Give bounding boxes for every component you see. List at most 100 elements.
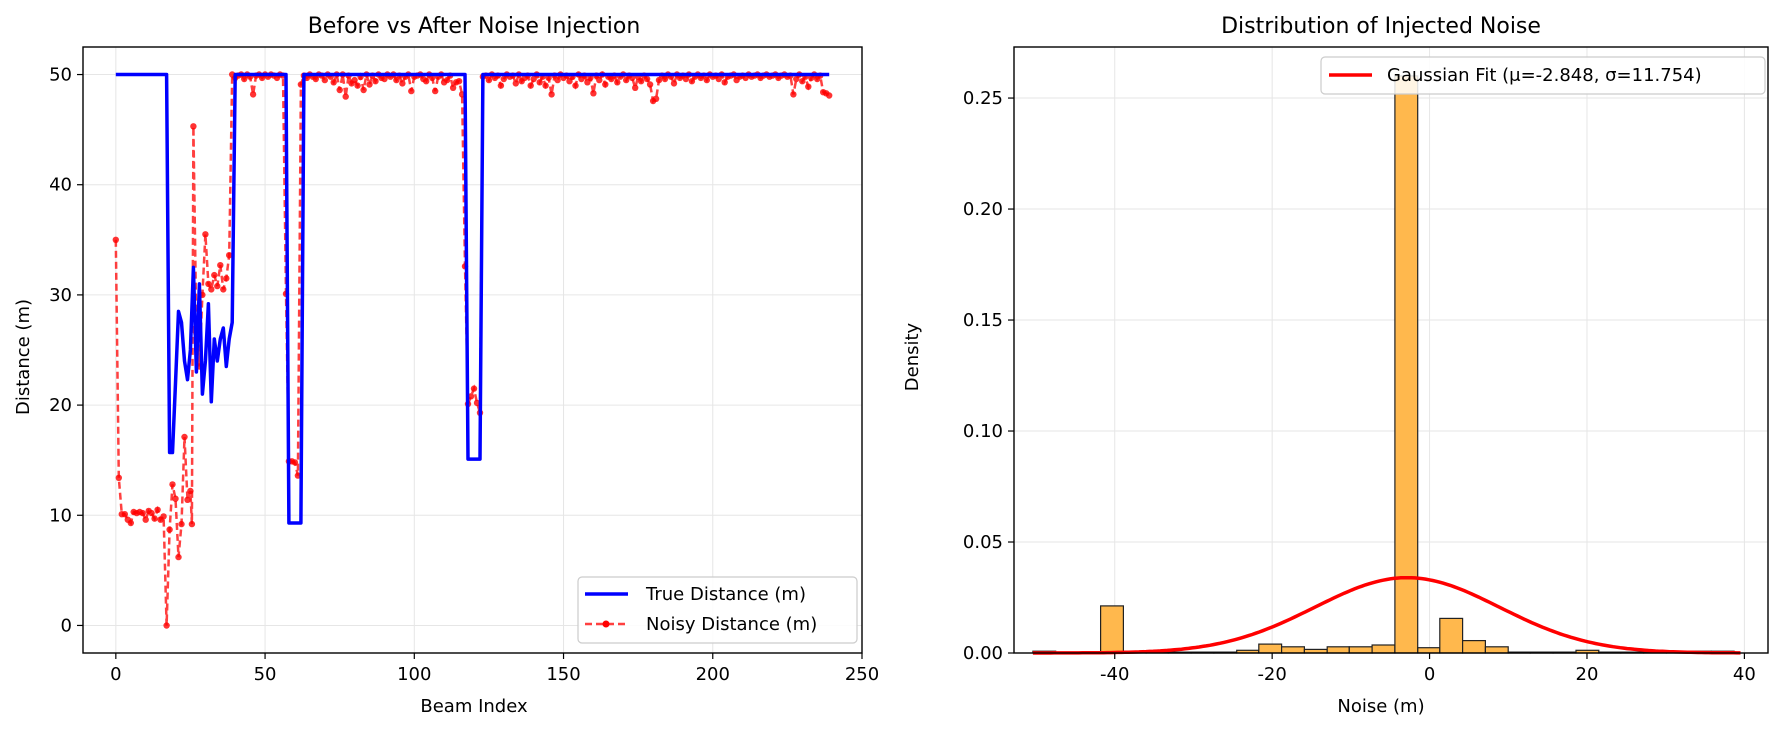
noisy-distance-point [721,79,728,86]
noisy-distance-point [572,82,579,89]
noisy-distance-point [188,520,196,528]
noisy-distance-point [354,82,361,89]
y-tick-label: 0.00 [963,643,1003,664]
noisy-distance-point [629,74,636,82]
y-tick-label: 10 [49,505,72,526]
legend-box [577,576,858,644]
histogram-bar [1439,617,1464,654]
noisy-distance-point [500,75,507,83]
noisy-distance-point [169,481,176,488]
noisy-distance-point [596,76,603,84]
noisy-distance-point [160,513,167,520]
noisy-distance-point [178,520,185,528]
noisy-distance-point [249,91,257,98]
noisy-distance-point [554,76,561,84]
x-tick-label: 40 [1733,664,1756,685]
noisy-distance-point [115,474,123,481]
noisy-distance-point [408,87,415,95]
noisy-distance-point [205,280,212,288]
noisy-distance-point [587,74,594,82]
noisy-distance-point [566,78,573,85]
noisy-distance-point [211,271,218,279]
noisy-distance-point [682,75,690,83]
histogram-ticks: -40 -20 0 20 40 0.00 0.05 0.10 0.15 0.20 0.25 [963,88,1756,685]
histogram-panel: -40 -20 0 20 40 0.00 0.05 0.10 0.15 0.20 0.25 Dist… [902,14,1769,717]
noisy-distance-point [366,81,373,88]
noisy-distance-point [214,282,221,290]
histogram-bar [1371,644,1396,654]
line-chart-legend: True Distance (m) Noisy Distance (m) [577,576,858,644]
noisy-distance-point [632,84,639,92]
noisy-distance-point [217,262,224,269]
noisy-distance-point [602,81,609,88]
line-chart-ticks: 0 50 100 150 200 250 0 10 20 30 40 50 [49,65,879,685]
noisy-distance-point [112,236,120,243]
y-tick-label: 50 [49,65,72,86]
noisy-distance-point [545,74,552,82]
noisy-distance-point [312,75,319,83]
noisy-distance-point [142,516,149,523]
x-tick-label: 100 [397,664,431,685]
y-tick-label: 30 [49,285,72,306]
line-chart-y-axis-label: Distance (m) [13,299,34,415]
noisy-distance-point [432,87,439,95]
noisy-distance-point [166,526,173,533]
line-chart-title: Before vs After Noise Injection [308,14,641,39]
noisy-distance-point [703,76,710,84]
histogram-frame [1013,46,1769,654]
noisy-distance-point [127,519,134,527]
x-tick-label: 250 [845,664,879,685]
noisy-distance-point [497,82,505,89]
histogram-x-axis-label: Noise (m) [1337,696,1424,717]
legend-gaussian-fit-label: Gaussian Fit (μ=-2.848, σ=11.754) [1387,65,1702,86]
legend-noisy-distance-marker [602,620,610,628]
noisy-distance-point [473,399,481,407]
histogram-bar [1461,639,1486,654]
histogram-bar [1394,75,1419,654]
noisy-distance-point [536,79,543,86]
noisy-distance-point [793,75,800,83]
x-tick-label: 0 [110,664,121,685]
noisy-distance-point [449,84,457,92]
noisy-distance-point [399,80,406,87]
noisy-distance-point [372,78,379,85]
noisy-distance-point [470,385,478,392]
legend-noisy-distance-label: Noisy Distance (m) [646,614,817,635]
y-tick-label: 0.10 [963,421,1003,442]
y-tick-label: 40 [49,175,72,196]
y-tick-label: 0 [61,615,72,636]
noisy-distance-point [223,275,230,282]
noisy-distance-point [423,78,430,85]
noisy-distance-point [336,86,343,94]
noisy-distance-point [527,82,534,89]
noisy-distance-point [443,76,451,84]
noisy-distance-point [208,286,215,293]
x-tick-label: -40 [1100,664,1129,685]
noisy-distance-point [151,515,158,522]
noisy-distance-point [184,496,191,503]
noisy-distance-point [187,487,194,495]
y-tick-label: 0.05 [963,532,1003,553]
line-chart-panel: 0 50 100 150 200 250 0 10 20 30 40 50 Before vs Aft… [13,14,879,717]
noisy-distance-point [485,76,493,84]
noisy-distance-point [190,123,197,130]
noisy-distance-point [393,76,400,84]
noisy-distance-point [512,80,519,87]
legend-true-distance-label: True Distance (m) [645,584,806,605]
y-tick-label: 20 [49,395,72,416]
noisy-distance-point [637,78,645,85]
x-tick-label: 20 [1576,664,1599,685]
histogram-bar [1484,646,1509,654]
line-chart-series [112,69,833,629]
x-tick-label: 0 [1424,664,1435,685]
noisy-distance-point [590,90,597,97]
noisy-distance-point [172,495,179,502]
noisy-distance-point [121,511,128,518]
noisy-distance-point [655,76,663,84]
noisy-distance-point [799,78,806,85]
histogram-bar [1326,646,1350,654]
y-tick-label: 0.15 [963,310,1003,331]
noisy-distance-point [330,79,337,86]
noisy-distance-point [154,506,161,513]
